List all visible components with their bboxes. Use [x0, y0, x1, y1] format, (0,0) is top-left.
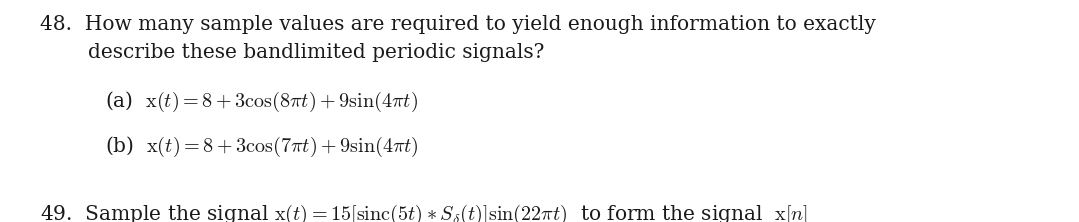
Text: 48.  How many sample values are required to yield enough information to exactly: 48. How many sample values are required …	[40, 15, 876, 34]
Text: 49.  Sample the signal $\mathrm{x}(t) = 15[\mathrm{sinc}(5t)*S_\delta(t)]\sin(22: 49. Sample the signal $\mathrm{x}(t) = 1…	[40, 203, 808, 222]
Text: describe these bandlimited periodic signals?: describe these bandlimited periodic sign…	[88, 43, 545, 62]
Text: (a)  $\mathrm{x}(t) = 8 + 3\cos(8\pi t) + 9\sin(4\pi t)$: (a) $\mathrm{x}(t) = 8 + 3\cos(8\pi t) +…	[105, 90, 418, 114]
Text: (b)  $\mathrm{x}(t) = 8 + 3\cos(7\pi t) + 9\sin(4\pi t)$: (b) $\mathrm{x}(t) = 8 + 3\cos(7\pi t) +…	[105, 135, 419, 159]
